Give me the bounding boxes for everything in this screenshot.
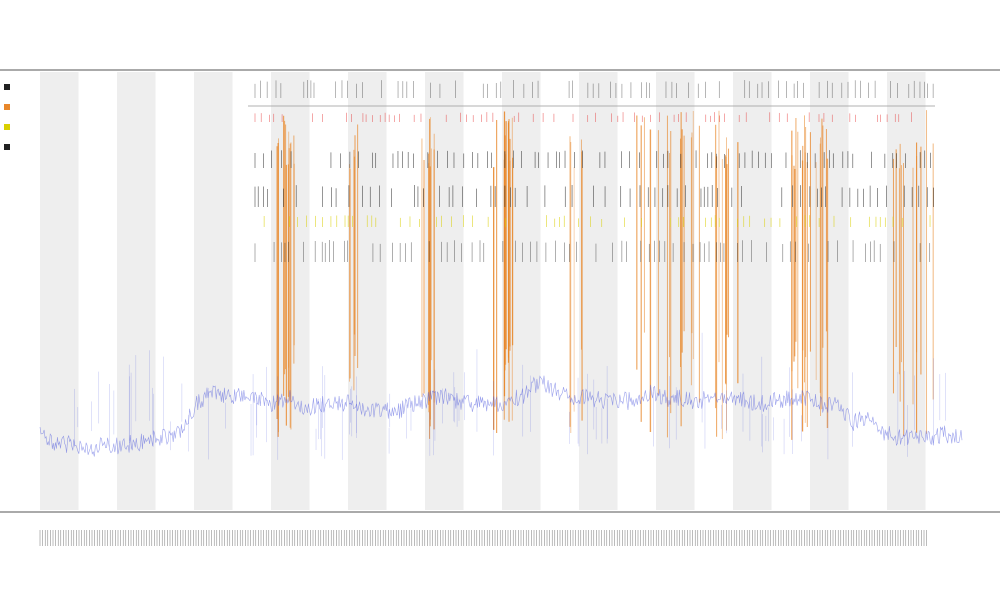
background-band bbox=[733, 72, 772, 510]
background-band bbox=[579, 72, 618, 510]
background-band bbox=[194, 72, 233, 510]
background-band bbox=[502, 72, 541, 510]
legend-swatch bbox=[4, 144, 10, 150]
legend-swatch bbox=[4, 84, 10, 90]
background-band bbox=[656, 72, 695, 510]
background-bands bbox=[40, 72, 926, 510]
event-tracks bbox=[248, 80, 935, 262]
background-band bbox=[40, 72, 79, 510]
background-band bbox=[810, 72, 849, 510]
background-band bbox=[117, 72, 156, 510]
x-tick-labels bbox=[39, 530, 927, 546]
legend-swatch bbox=[4, 124, 10, 130]
signal-trace bbox=[39, 332, 963, 460]
background-band bbox=[887, 72, 926, 510]
legend-swatch bbox=[4, 104, 10, 110]
event-spikes bbox=[276, 110, 934, 440]
signal-line bbox=[39, 375, 963, 457]
legend bbox=[4, 84, 10, 150]
